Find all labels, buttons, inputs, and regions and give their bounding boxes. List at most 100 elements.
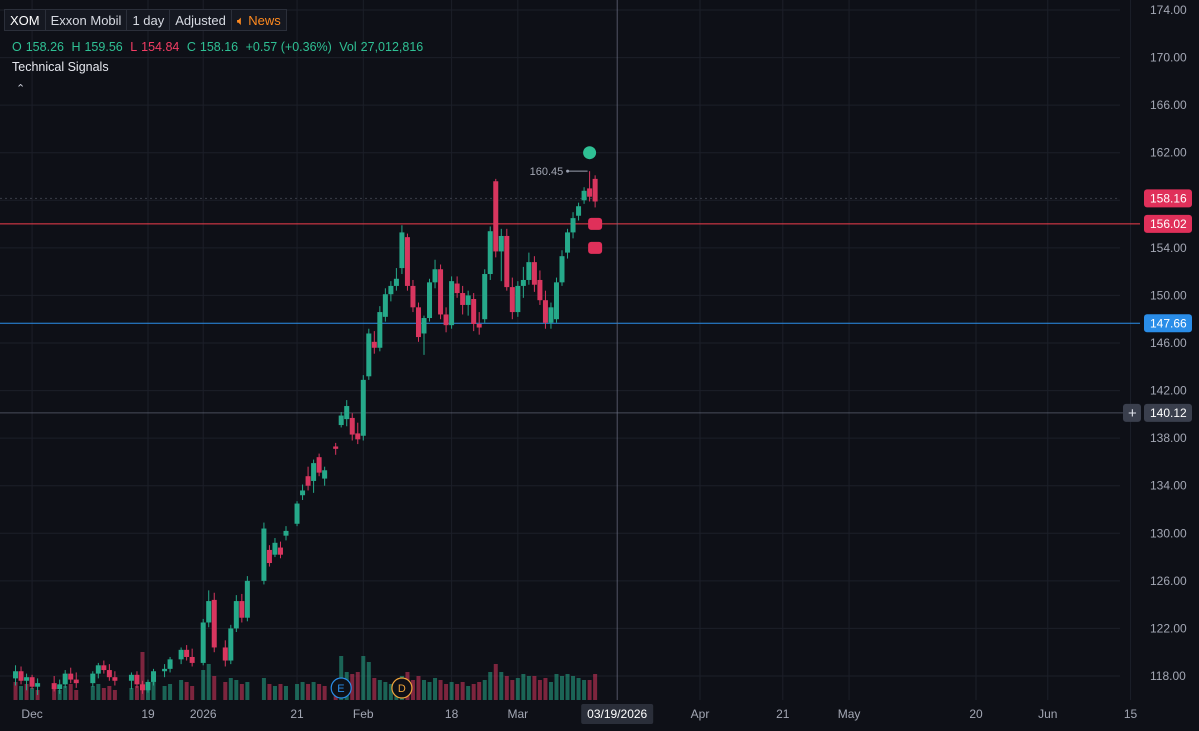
y-tick-label: 126.00: [1150, 574, 1187, 588]
candle-body: [427, 282, 433, 319]
news-label: News: [248, 13, 281, 28]
volume-bar: [416, 676, 421, 700]
volume-bar: [438, 680, 443, 700]
candle-body: [57, 684, 63, 690]
candle-body: [509, 287, 515, 313]
volume-bar: [355, 672, 360, 700]
candle-body: [449, 281, 455, 326]
candle-body: [244, 580, 250, 618]
candle-body: [311, 463, 317, 481]
volume-bar: [477, 682, 482, 700]
volume-bar: [272, 686, 277, 700]
candle-body: [531, 262, 537, 285]
candle-body: [559, 256, 565, 283]
interval-button[interactable]: 1 day: [126, 9, 171, 31]
volume-bar: [455, 684, 460, 700]
company-name[interactable]: Exxon Mobil: [44, 9, 128, 31]
open-value: 158.26: [25, 40, 64, 54]
candle-body: [128, 674, 134, 681]
candle-body: [493, 181, 499, 252]
volume-bar: [543, 678, 548, 700]
change-value: +0.57 (+0.36%): [245, 40, 332, 54]
last-price-label: 158.16: [1150, 191, 1187, 205]
alert-marker[interactable]: [588, 217, 603, 230]
x-tick-label: 19: [141, 707, 155, 721]
news-button[interactable]: 🔈︎ News: [230, 9, 287, 31]
volume-bar: [63, 686, 68, 700]
candle-body: [24, 677, 30, 681]
x-tick-label: Feb: [353, 707, 374, 721]
candle-body: [294, 503, 300, 524]
volume-bar: [184, 682, 189, 700]
y-tick-label: 150.00: [1150, 288, 1187, 302]
volume-bar: [322, 686, 327, 700]
candle-body: [178, 649, 184, 660]
plus-icon: +: [1128, 405, 1137, 422]
volume-bar: [576, 678, 581, 700]
candle-body: [151, 671, 157, 682]
volume-bar: [410, 680, 415, 700]
y-tick-label: 142.00: [1150, 384, 1187, 398]
blue-line-price-label: 147.66: [1150, 316, 1187, 330]
candle-body: [526, 262, 532, 280]
candle-body: [548, 307, 554, 323]
technical-signals-label[interactable]: Technical Signals: [12, 60, 109, 74]
candle-body: [592, 178, 598, 202]
volume-bar: [471, 684, 476, 700]
event-marker-icon[interactable]: [391, 677, 413, 699]
candle-body: [261, 528, 267, 581]
volume-bar: [300, 682, 305, 700]
candle-body: [553, 282, 559, 320]
candle-body: [537, 279, 543, 301]
candle-body: [460, 293, 466, 305]
y-tick-label: 170.00: [1150, 51, 1187, 65]
blue-line-price-badge: [1144, 314, 1192, 333]
volume-bar: [532, 676, 537, 700]
volume-bar: [30, 688, 35, 700]
event-marker-letter: E: [337, 683, 344, 695]
volume-bar: [13, 682, 18, 700]
volume-bar: [212, 676, 217, 700]
volume-bar: [433, 678, 438, 700]
volume-bar: [488, 672, 493, 700]
adjustment-button[interactable]: Adjusted: [169, 9, 232, 31]
candle-body: [62, 673, 68, 685]
candle-body: [482, 274, 488, 320]
signal-dot-icon[interactable]: [583, 146, 597, 160]
high-marker-dot: [566, 169, 570, 173]
candle-body: [272, 542, 278, 555]
volume-bar: [526, 676, 531, 700]
candle-body: [355, 433, 361, 440]
candle-body: [184, 649, 190, 657]
candle-body: [29, 677, 35, 687]
volume-bar: [90, 686, 95, 700]
volume-bar: [350, 674, 355, 700]
candle-body: [581, 190, 587, 201]
open-label: O: [12, 40, 22, 54]
volume-bar: [96, 684, 101, 700]
candle-body: [316, 457, 322, 473]
volume-bar: [134, 686, 139, 700]
candle-body: [344, 406, 350, 420]
volume-bar: [593, 674, 598, 700]
candle-body: [95, 665, 101, 674]
volume-bar: [499, 672, 504, 700]
high-marker-label: 160.45: [530, 166, 564, 178]
alert-marker[interactable]: [588, 241, 603, 254]
candle-body: [576, 206, 582, 216]
candle-body: [228, 628, 234, 661]
x-tick-label: Mar: [508, 707, 529, 721]
y-tick-label: 166.00: [1150, 98, 1187, 112]
candle-body: [432, 269, 438, 283]
collapse-caret-icon[interactable]: ⌃: [16, 83, 26, 95]
candle-body: [410, 285, 416, 308]
candle-body: [90, 673, 96, 684]
volume-bar: [515, 678, 520, 700]
event-marker-icon[interactable]: [330, 677, 352, 699]
symbol-label[interactable]: XOM: [4, 9, 46, 31]
volume-bar: [284, 686, 288, 700]
volume-bar: [74, 690, 79, 700]
crosshair-add-button[interactable]: [1123, 403, 1141, 422]
